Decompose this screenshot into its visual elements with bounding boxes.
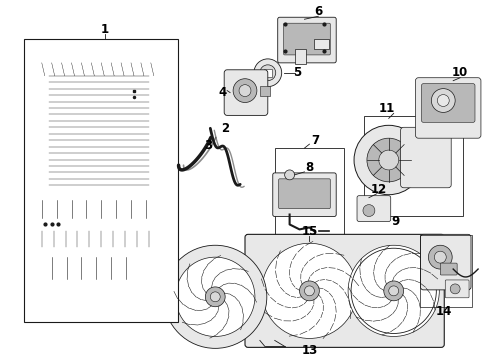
Circle shape xyxy=(431,89,455,112)
Text: 14: 14 xyxy=(436,305,452,318)
FancyBboxPatch shape xyxy=(245,234,444,347)
Bar xyxy=(275,148,344,237)
Circle shape xyxy=(354,125,423,195)
FancyBboxPatch shape xyxy=(273,173,336,216)
Circle shape xyxy=(363,204,375,216)
Circle shape xyxy=(239,85,251,96)
Circle shape xyxy=(262,243,357,338)
Text: 13: 13 xyxy=(301,344,318,357)
Circle shape xyxy=(428,245,452,269)
Bar xyxy=(364,116,463,216)
Text: 11: 11 xyxy=(379,102,395,115)
Circle shape xyxy=(88,276,94,282)
Text: 10: 10 xyxy=(452,66,468,79)
Text: 15: 15 xyxy=(301,225,318,238)
Circle shape xyxy=(384,281,404,301)
Circle shape xyxy=(434,251,446,263)
Circle shape xyxy=(148,263,158,273)
Circle shape xyxy=(233,79,257,103)
Bar xyxy=(49,76,149,195)
Circle shape xyxy=(205,287,225,307)
Bar xyxy=(260,86,270,95)
Bar xyxy=(37,231,161,247)
Circle shape xyxy=(437,95,449,107)
Circle shape xyxy=(175,257,255,337)
Bar xyxy=(315,39,329,49)
Circle shape xyxy=(141,230,147,236)
Bar xyxy=(149,76,161,195)
Polygon shape xyxy=(37,53,161,63)
Bar xyxy=(24,39,177,321)
Circle shape xyxy=(164,245,267,348)
Circle shape xyxy=(379,150,399,170)
Text: 1: 1 xyxy=(101,23,109,36)
Bar xyxy=(37,200,161,217)
FancyBboxPatch shape xyxy=(441,263,457,275)
Text: 4: 4 xyxy=(218,86,226,99)
FancyBboxPatch shape xyxy=(279,179,330,208)
Circle shape xyxy=(304,286,315,296)
Circle shape xyxy=(450,284,460,294)
FancyBboxPatch shape xyxy=(284,23,330,55)
Bar xyxy=(294,49,306,64)
Text: 12: 12 xyxy=(371,183,387,196)
Text: 3: 3 xyxy=(204,139,212,152)
Text: 7: 7 xyxy=(311,134,319,147)
Circle shape xyxy=(133,230,139,236)
Bar xyxy=(264,69,272,77)
Polygon shape xyxy=(149,79,166,89)
Text: 2: 2 xyxy=(221,122,229,135)
FancyBboxPatch shape xyxy=(401,127,451,188)
Circle shape xyxy=(299,281,319,301)
Bar xyxy=(37,76,49,195)
Circle shape xyxy=(254,59,282,87)
FancyBboxPatch shape xyxy=(278,17,336,63)
Circle shape xyxy=(367,138,411,182)
Text: 8: 8 xyxy=(305,161,314,175)
FancyBboxPatch shape xyxy=(416,78,481,138)
Circle shape xyxy=(285,170,294,180)
FancyBboxPatch shape xyxy=(224,70,268,116)
FancyBboxPatch shape xyxy=(357,196,391,221)
Circle shape xyxy=(348,245,440,337)
Circle shape xyxy=(35,263,45,273)
Bar xyxy=(81,275,101,283)
Bar xyxy=(420,235,472,307)
Text: 9: 9 xyxy=(392,215,400,228)
FancyBboxPatch shape xyxy=(420,234,471,290)
Text: 6: 6 xyxy=(314,5,322,18)
Circle shape xyxy=(389,286,399,296)
Bar xyxy=(32,257,161,279)
Circle shape xyxy=(260,65,276,81)
FancyBboxPatch shape xyxy=(445,280,469,298)
Text: 5: 5 xyxy=(294,66,302,79)
Polygon shape xyxy=(40,63,164,76)
Circle shape xyxy=(149,230,155,236)
FancyBboxPatch shape xyxy=(421,84,475,122)
Circle shape xyxy=(210,292,220,302)
